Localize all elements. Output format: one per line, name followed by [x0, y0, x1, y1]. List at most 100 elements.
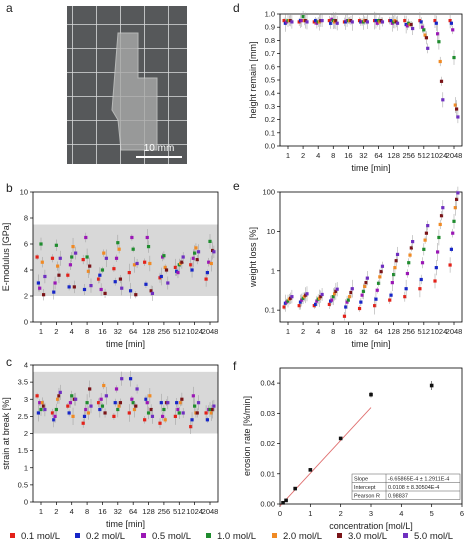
data-point: [418, 287, 422, 291]
legend-swatch: [337, 532, 342, 538]
data-point: [419, 277, 423, 282]
legend-label: 5.0 mol/L: [414, 531, 454, 542]
legend-label: 0.1 mol/L: [21, 531, 61, 542]
data-point: [56, 264, 60, 268]
data-point: [113, 401, 117, 405]
x-tick-label: 512: [418, 151, 431, 160]
data-point: [70, 255, 74, 259]
x-tick-label: 128: [142, 327, 155, 336]
y-tick-label: 4: [24, 361, 28, 370]
data-point: [42, 293, 46, 297]
data-point: [163, 418, 167, 422]
data-point: [319, 295, 323, 299]
data-point: [365, 276, 369, 280]
x-tick-label: 1: [308, 509, 312, 518]
panel-letter-d: d: [233, 1, 240, 15]
plot-frame: [279, 13, 463, 147]
y-tick-label: 2: [24, 429, 28, 438]
data-point: [128, 289, 133, 293]
data-point: [181, 411, 185, 415]
y-tick-label: 100: [262, 188, 275, 197]
data-point: [71, 245, 75, 249]
data-point: [117, 404, 121, 408]
legend-item-5.0: 5.0 mol/L: [403, 531, 453, 542]
data-point: [149, 289, 153, 293]
data-point: [102, 383, 106, 388]
x-tick-label: 32: [359, 327, 367, 336]
data-point: [357, 306, 362, 311]
data-point: [423, 33, 427, 37]
data-point: [100, 404, 105, 408]
x-tick-label: 256: [158, 327, 171, 336]
data-point: [209, 411, 213, 415]
data-point: [335, 21, 339, 25]
x-tick-label: 32: [359, 151, 367, 160]
data-point: [146, 245, 151, 249]
x-axis-label: time [min]: [106, 519, 145, 529]
x-tick-label: 256: [402, 151, 415, 160]
legend-label: 2.0 mol/L: [283, 531, 323, 542]
data-point: [190, 418, 194, 422]
data-point: [284, 498, 288, 503]
x-axis-label: time [min]: [351, 339, 390, 349]
data-point: [74, 397, 78, 401]
data-point: [145, 235, 149, 240]
y-tick-label: 0: [24, 498, 28, 507]
y-tick-label: 0.2: [265, 115, 275, 124]
data-point: [290, 295, 294, 299]
y-tick-label: 0.7: [265, 49, 275, 58]
legend-label: 0.2 mol/L: [86, 531, 126, 542]
data-point: [403, 19, 407, 23]
x-tick-label: 1: [286, 151, 290, 160]
data-point: [103, 291, 107, 295]
data-point: [53, 281, 57, 285]
data-point: [395, 21, 400, 25]
fit-table-value: -6.65865E-4 ± 1.2911E-4: [388, 477, 449, 483]
data-point: [212, 250, 216, 254]
data-point: [403, 295, 407, 299]
data-point: [114, 387, 119, 391]
data-point: [103, 411, 107, 415]
data-point: [389, 293, 393, 297]
y-axis-label: E-modulus [GPa]: [1, 223, 11, 292]
data-point: [344, 305, 348, 309]
data-point: [429, 383, 434, 388]
fit-table-value: 0.98837: [388, 494, 408, 500]
data-point: [43, 274, 47, 279]
data-point: [205, 271, 209, 275]
data-point: [286, 299, 290, 303]
fit-table-label: Pearson R: [354, 494, 380, 500]
data-point: [52, 290, 56, 294]
data-point: [315, 299, 319, 303]
data-point: [194, 246, 198, 250]
data-point: [193, 251, 197, 255]
data-point: [88, 264, 92, 268]
x-tick-label: 6: [460, 509, 464, 518]
fit-table-value: 0.0108 ± 8.30504E-4: [388, 485, 439, 491]
data-point: [120, 377, 124, 381]
data-point: [145, 401, 149, 405]
legend-item-0.2: 0.2 mol/L: [75, 531, 125, 542]
fit-table: [351, 473, 461, 500]
data-point: [334, 289, 338, 293]
data-point: [426, 224, 430, 228]
data-point: [404, 287, 408, 291]
x-tick-label: 2: [301, 151, 305, 160]
x-tick-label: 8: [85, 327, 89, 336]
data-point: [39, 242, 43, 246]
x-tick-label: 2048: [202, 327, 219, 336]
x-tick-label: 1024: [431, 327, 448, 336]
x-tick-label: 16: [98, 507, 106, 516]
y-tick-label: 1: [271, 266, 275, 275]
legend-swatch: [403, 532, 408, 538]
data-point: [146, 411, 151, 415]
legend-swatch: [75, 532, 80, 538]
y-tick-label: 0.03: [260, 409, 275, 418]
data-point: [437, 235, 441, 240]
data-point: [420, 261, 425, 265]
data-point: [293, 486, 297, 491]
data-point: [438, 222, 442, 227]
